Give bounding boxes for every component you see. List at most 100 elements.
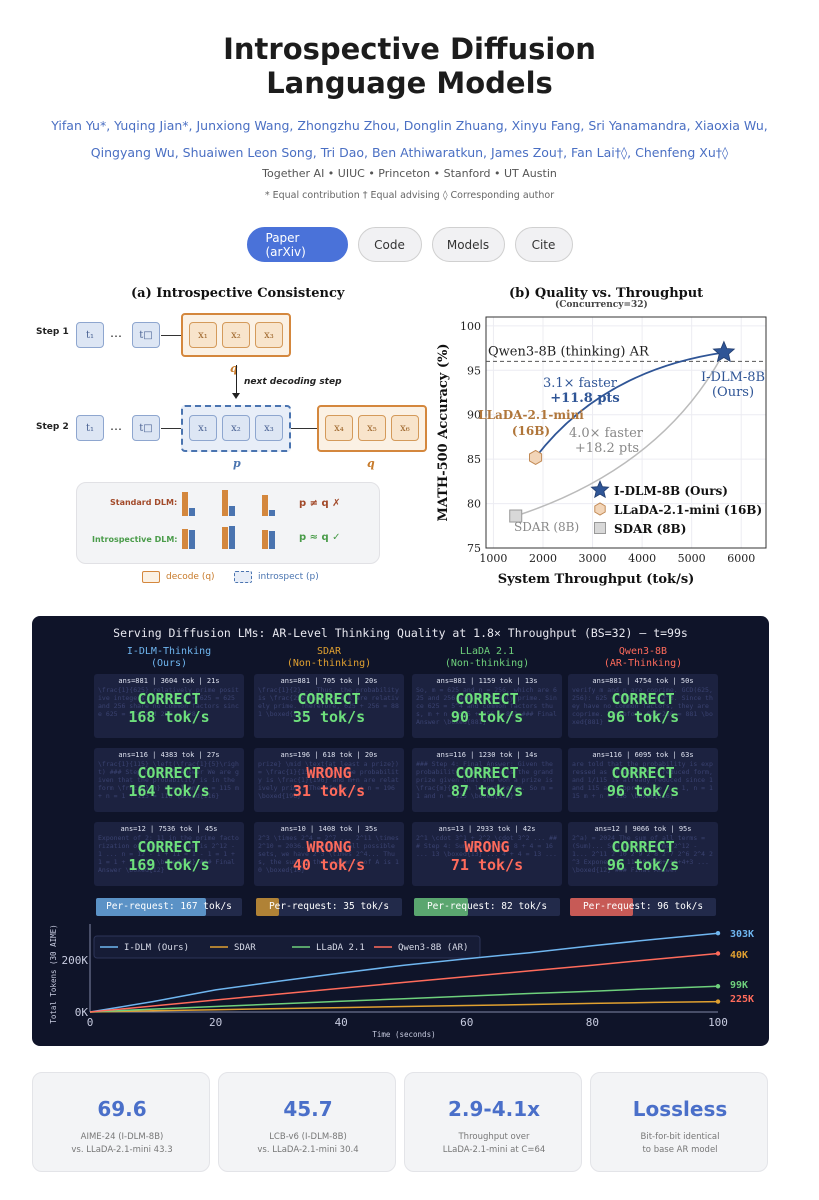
per-request-label: Per-request: 167 tok/s (106, 901, 232, 912)
demo-column-header: LLaDA 2.1 (Non-thinking) (412, 646, 562, 670)
result-cell: Exponent of 2: 11 in the prime factoriza… (94, 822, 244, 886)
cell-verdict: WRONG (306, 838, 352, 856)
y-tick-label: 85 (467, 453, 481, 466)
legend-star-icon (590, 479, 610, 499)
x-tick-label: 1000 (479, 552, 507, 565)
bar-decode (222, 490, 228, 516)
token-x1-step2: x₁ (189, 415, 217, 441)
cell-meta: ans=10 | 1408 tok | 35s (280, 825, 378, 833)
x-tick-label: 40 (335, 1016, 348, 1029)
series-end-label: 303K (730, 929, 754, 940)
paper-button[interactable]: Paper (arXiv) (246, 227, 348, 262)
next-step-label: next decoding step (244, 377, 342, 387)
stat-label-line: vs. LLaDA-2.1-mini 43.3 (71, 1145, 173, 1155)
stat-card: 45.7 LCB-v6 (I-DLM-8B) vs. LLaDA-2.1-mini … (218, 1072, 396, 1172)
cell-speed: 40 tok/s (292, 856, 366, 874)
column-subtitle: (Non-thinking) (286, 658, 372, 669)
series-line (89, 952, 719, 1013)
affiliations: Together AI • UIUC • Princeton • Stanfor… (262, 167, 557, 180)
models-button[interactable]: Models (431, 227, 505, 262)
stat-label: LCB-v6 (I-DLM-8B) vs. LLaDA-2.1-mini 30.4 (219, 1131, 397, 1157)
stat-value: Lossless (632, 1097, 728, 1121)
result-cell: So, m = 625 and n = 256, which are 625 a… (412, 674, 562, 738)
y-tick-label: 200K (62, 954, 89, 967)
result-cell: 2^1 \cdot 3^1 + 2^2 \cdot 3^2 ... ### St… (412, 822, 562, 886)
cell-output-text: are told that the probability is express… (572, 760, 713, 800)
series-line (89, 1000, 719, 1013)
cell-speed: 96 tok/s (606, 856, 680, 874)
stat-card: 2.9-4.1x Throughput over LLaDA-2.1-mini at… (404, 1072, 582, 1172)
tokens-line-chart: 0 20 40 60 80 100 0K 200K Time (seconds) Total To… (49, 924, 754, 1039)
result-cell: \frac{1}{2}... Thus, the probability is … (254, 674, 404, 738)
connector-step2b (291, 428, 317, 429)
link-buttons: Paper (arXiv) Code Models Cite (0, 227, 819, 262)
cite-button[interactable]: Cite (514, 227, 573, 262)
cell-speed: 87 tok/s (450, 782, 524, 800)
stat-label-line: AIME-24 (I-DLM-8B) (80, 1132, 164, 1142)
plot-frame (485, 316, 767, 549)
per-request-bar: Per-request: 167 tok/s (96, 898, 242, 916)
per-request-bar: Per-request: 35 tok/s (256, 898, 402, 916)
cell-speed: 35 tok/s (292, 708, 366, 726)
stat-label: Bit-for-bit identical to base AR model (591, 1131, 769, 1157)
point-llada-hexagon-icon (529, 449, 543, 465)
authors-line-2[interactable]: Qingyang Wu, Shuaiwen Leon Song, Tri Dao… (90, 145, 729, 160)
cell-speed: 169 tok/s (128, 856, 210, 874)
cell-verdict: CORRECT (455, 690, 519, 708)
stat-card: Lossless Bit-for-bit identical to base AR … (590, 1072, 768, 1172)
cell-verdict: CORRECT (137, 764, 201, 782)
annotation-llada-gain: +11.8 pts (550, 391, 620, 406)
chart-subtitle: (Concurrency=32) (555, 300, 648, 310)
x-tick-label: 20 (209, 1016, 222, 1029)
bar-introspect (189, 508, 195, 516)
cell-output-text: So, m = 625 and n = 256, which are 625 a… (416, 686, 557, 726)
step1-label: Step 1 (36, 327, 69, 337)
point-label-sdar: SDAR (8B) (514, 520, 579, 534)
chart-title: (b) Quality vs. Throughput (509, 286, 704, 301)
cell-verdict: WRONG (464, 838, 510, 856)
standard-dlm-label: Standard DLM: (110, 498, 178, 507)
demo-column-header: Qwen3-8B (AR-Thinking) (568, 646, 718, 670)
legend-entry-sdar: SDAR (8B) (614, 522, 686, 536)
q-label-step1: q (230, 362, 238, 375)
x-tick-label: 60 (460, 1016, 473, 1029)
token-tn: t□ (132, 322, 160, 348)
token-x5: x₅ (358, 415, 386, 441)
column-name: SDAR (316, 646, 342, 657)
per-request-fill (96, 898, 206, 916)
stat-label-line: to base AR model (642, 1145, 718, 1155)
bar-introspect (229, 506, 235, 516)
series-end-point (715, 984, 721, 989)
legend-decode-swatch (142, 571, 160, 583)
cell-meta: ans=196 | 618 tok | 20s (280, 751, 378, 759)
x-tick-label: 5000 (678, 552, 706, 565)
stat-label: AIME-24 (I-DLM-8B) vs. LLaDA-2.1-mini 43.… (33, 1131, 211, 1157)
demo-column-header: I-DLM-Thinking (Ours) (94, 646, 244, 670)
cell-meta: ans=116 | 6095 tok | 63s (592, 751, 694, 759)
legend-entry: Qwen3-8B (AR) (398, 943, 468, 953)
point-label-llada-sub: (16B) (512, 424, 550, 438)
bar-introspect (269, 510, 275, 516)
cell-speed: 71 tok/s (450, 856, 524, 874)
cell-output-text: ### Step 4: Final Answer: Given the prob… (416, 760, 553, 800)
per-request-label: Per-request: 82 tok/s (426, 901, 548, 912)
cell-meta: ans=116 | 1230 tok | 14s (436, 751, 538, 759)
cell-speed: 31 tok/s (292, 782, 366, 800)
demo-column-header: SDAR (Non-thinking) (254, 646, 404, 670)
legend-introspect-swatch (234, 571, 252, 583)
connector-step2 (161, 428, 181, 429)
token-x3-step2: x₃ (255, 415, 283, 441)
x-tick-label: 2000 (529, 552, 557, 565)
point-label-i-dlm-sub: (Ours) (712, 385, 754, 400)
series-end-point (715, 951, 721, 956)
cell-speed: 96 tok/s (606, 782, 680, 800)
code-button[interactable]: Code (357, 227, 422, 262)
bar-decode (182, 492, 188, 516)
cell-speed: 164 tok/s (128, 782, 210, 800)
token-x2: x₂ (222, 322, 250, 348)
serving-demo-panel: Serving Diffusion LMs: AR-Level Thinking… (32, 616, 769, 1046)
x-tick-label: 100 (708, 1016, 728, 1029)
cell-output-text: 2^a) = 2024 The sum of all terms = (Sum)… (572, 834, 713, 874)
authors-line-1[interactable]: Yifan Yu*, Yuqing Jian*, Junxiong Wang, … (51, 118, 768, 133)
cell-verdict: CORRECT (137, 838, 201, 856)
